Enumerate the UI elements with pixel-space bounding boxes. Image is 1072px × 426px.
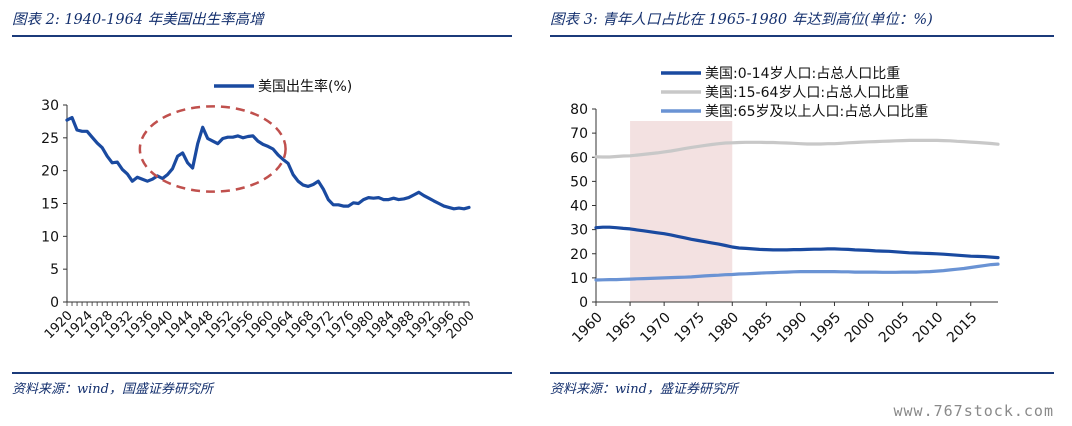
population-share-chart: 0 10 20 30 40 50 60 70 80 19601965197019751980198… <box>569 66 1000 347</box>
x-tick-label: 1985 <box>740 310 777 347</box>
x-tick-label: 1975 <box>672 310 709 347</box>
panel-title: 图表 2: 1940-1964 年美国出生率高增 <box>12 12 264 28</box>
x-tick-label: 1980 <box>706 310 743 347</box>
source-note: 资料来源：wind，国盛证券研究所 <box>12 382 213 397</box>
watermark: www.767stock.com <box>893 402 1054 420</box>
series-line-0 <box>594 225 1000 260</box>
birth-rate-panel: 图表 2: 1940-1964 年美国出生率高增 0 5 10 15 20 25 30 192… <box>0 0 530 426</box>
y-tick-label: 60 <box>570 150 588 166</box>
x-tick-label: 1970 <box>637 310 674 347</box>
y-tick-label: 25 <box>41 131 59 147</box>
x-tick-label: 2005 <box>876 310 913 347</box>
population-share-panel: 图表 3: 青年人口占比在 1965-1980 年达到高位(单位：%) 0 10 2… <box>538 0 1072 426</box>
title-rule <box>550 35 1054 37</box>
y-tick-label: 70 <box>570 126 588 142</box>
y-tick-label: 0 <box>579 295 588 311</box>
source-rule <box>550 372 1054 374</box>
x-tick-label: 1990 <box>774 310 811 347</box>
x-tick-label: 2015 <box>944 310 981 347</box>
birth-rate-chart: 0510152025301920192419281932193619401944… <box>41 78 478 342</box>
legend-label: 美国:65岁及以上人口:占总人口比重 <box>705 104 928 120</box>
highlight-region <box>630 121 733 302</box>
y-tick-label: 20 <box>570 247 588 263</box>
series-line-2 <box>594 262 1000 282</box>
panel-title: 图表 3: 青年人口占比在 1965-1980 年达到高位(单位：%) <box>550 12 933 28</box>
title-rule <box>12 35 512 37</box>
y-tick-label: 30 <box>570 223 588 239</box>
series-line-1 <box>594 138 1000 159</box>
x-tick-label: 1965 <box>603 310 640 347</box>
y-tick-label: 10 <box>570 271 588 287</box>
y-tick-label: 40 <box>570 199 588 215</box>
legend-label: 美国出生率(%) <box>258 78 352 95</box>
y-tick-label: 0 <box>50 295 59 311</box>
x-tick-label: 2010 <box>910 310 947 347</box>
y-tick-label: 50 <box>570 174 588 190</box>
y-tick-label: 20 <box>41 164 59 180</box>
series-line-0 <box>65 115 471 211</box>
source-note: 资料来源：wind，盛证券研究所 <box>550 382 738 397</box>
legend-label: 美国:15-64岁人口:占总人口比重 <box>705 85 909 101</box>
legend-label: 美国:0-14岁人口:占总人口比重 <box>705 66 900 82</box>
y-tick-label: 80 <box>570 102 588 118</box>
x-tick-label: 1995 <box>808 310 845 347</box>
y-tick-label: 15 <box>41 197 59 213</box>
source-rule <box>12 372 512 374</box>
x-tick-label: 2000 <box>842 310 879 347</box>
y-tick-label: 30 <box>41 98 59 114</box>
highlight-ellipse <box>138 105 287 193</box>
x-tick-label: 1960 <box>569 310 606 347</box>
y-tick-label: 5 <box>50 262 59 278</box>
y-tick-label: 10 <box>41 229 59 245</box>
